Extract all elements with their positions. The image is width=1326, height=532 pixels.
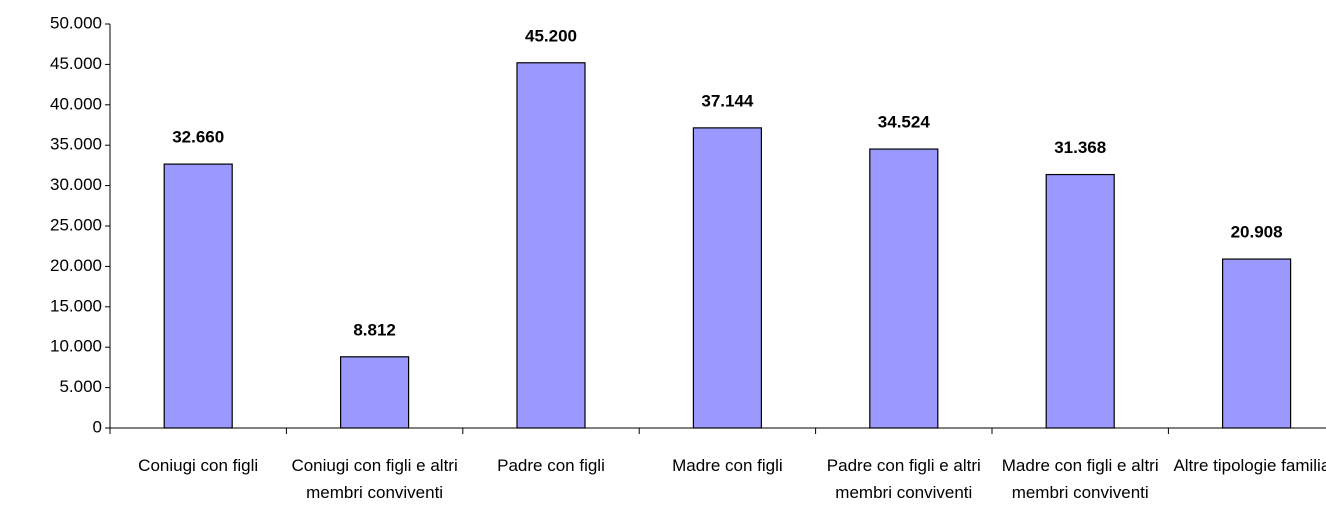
bar bbox=[163, 163, 233, 429]
bar bbox=[692, 127, 763, 429]
y-tick-label: 40.000 bbox=[50, 94, 102, 113]
x-tick-label: Madre con figli bbox=[672, 456, 783, 475]
y-tick-label: 5.000 bbox=[59, 377, 102, 396]
x-tick-label: Madre con figli e altri membri convivent… bbox=[1001, 456, 1159, 502]
x-tick-label: Altre tipologie familiari bbox=[1173, 456, 1326, 475]
bar bbox=[1221, 258, 1292, 429]
bar bbox=[869, 148, 939, 429]
value-label: 31.368 bbox=[1054, 138, 1106, 157]
bar bbox=[516, 62, 586, 429]
x-tick-label: Padre con figli bbox=[497, 456, 605, 475]
value-label: 34.524 bbox=[878, 113, 931, 132]
y-tick-label: 30.000 bbox=[50, 175, 102, 194]
y-tick-label: 20.000 bbox=[50, 256, 102, 275]
value-label: 32.660 bbox=[172, 128, 224, 147]
y-tick-label: 50.000 bbox=[50, 13, 102, 32]
x-tick-label: Coniugi con figli bbox=[138, 456, 259, 475]
y-tick-label: 0 bbox=[93, 417, 102, 436]
y-tick-label: 15.000 bbox=[50, 296, 102, 315]
y-tick-label: 10.000 bbox=[50, 337, 102, 356]
value-label: 8.812 bbox=[353, 320, 396, 339]
bar bbox=[340, 356, 410, 429]
value-label: 45.200 bbox=[525, 26, 577, 45]
y-tick-label: 35.000 bbox=[50, 135, 102, 154]
y-tick-label: 25.000 bbox=[50, 215, 102, 234]
y-tick-label: 45.000 bbox=[50, 54, 102, 73]
x-tick-label: Coniugi con figli e altri membri convive… bbox=[291, 456, 458, 502]
x-tick-label: Padre con figli e altri membri convivent… bbox=[826, 456, 981, 502]
bar bbox=[1045, 173, 1115, 429]
value-label: 20.908 bbox=[1231, 223, 1283, 242]
value-label: 37.144 bbox=[701, 91, 754, 110]
